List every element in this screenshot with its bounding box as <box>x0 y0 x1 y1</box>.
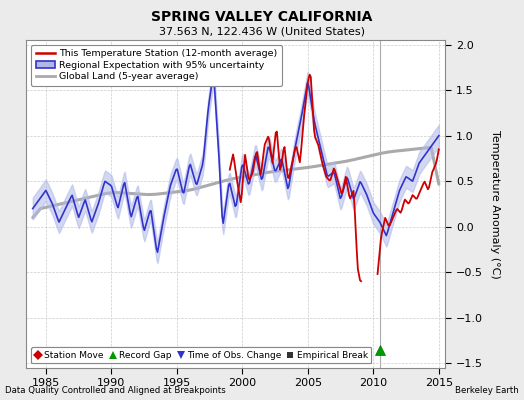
Y-axis label: Temperature Anomaly (°C): Temperature Anomaly (°C) <box>490 130 500 278</box>
Text: 37.563 N, 122.436 W (United States): 37.563 N, 122.436 W (United States) <box>159 26 365 36</box>
Text: Data Quality Controlled and Aligned at Breakpoints: Data Quality Controlled and Aligned at B… <box>5 386 226 395</box>
Text: Berkeley Earth: Berkeley Earth <box>455 386 519 395</box>
Legend: Station Move, Record Gap, Time of Obs. Change, Empirical Break: Station Move, Record Gap, Time of Obs. C… <box>31 347 372 364</box>
Text: SPRING VALLEY CALIFORNIA: SPRING VALLEY CALIFORNIA <box>151 10 373 24</box>
